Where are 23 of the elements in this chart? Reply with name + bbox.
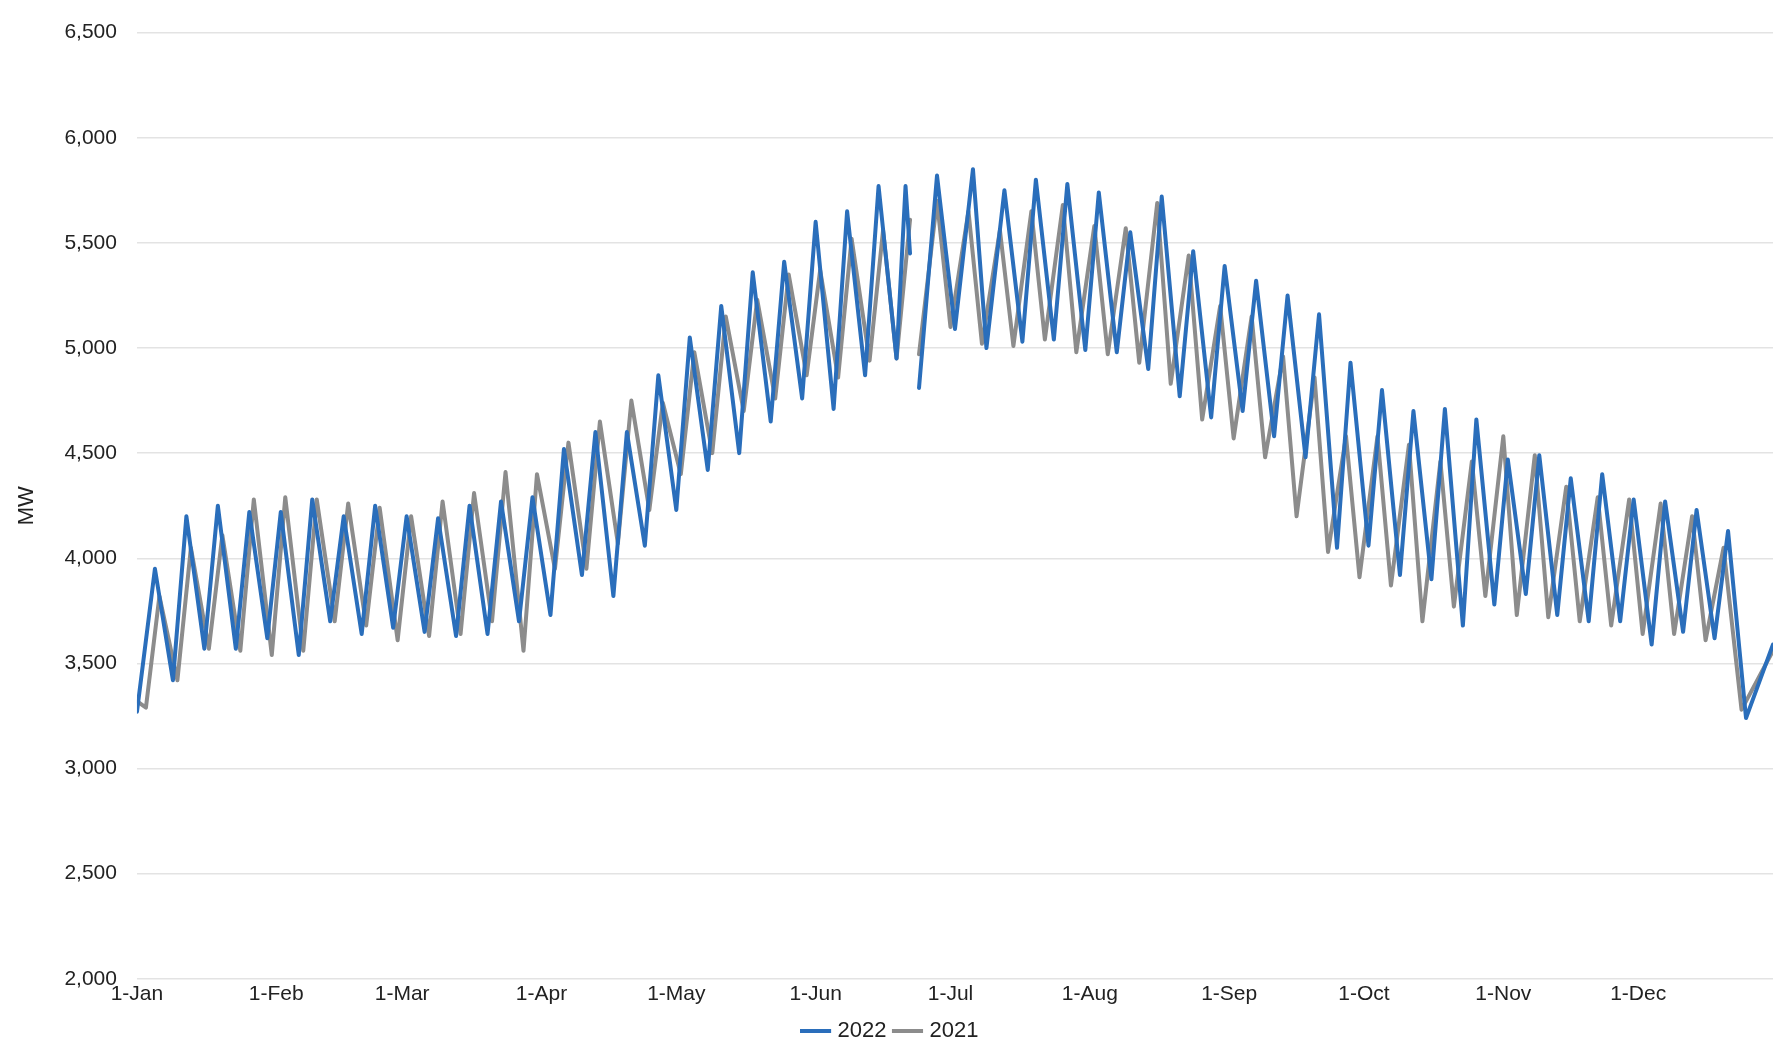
- y-tick-label: 5,000: [64, 334, 117, 358]
- y-tick-label: 3,000: [64, 755, 117, 779]
- x-tick-label: 1-Jul: [927, 981, 974, 1005]
- y-tick-label: 6,000: [64, 124, 117, 148]
- x-tick-label: 1-Apr: [515, 981, 568, 1005]
- y-tick-label: 2,500: [64, 860, 117, 884]
- x-tick-label: 1-May: [647, 981, 706, 1005]
- x-tick-label: 1-Feb: [248, 981, 304, 1005]
- legend-label: 2022: [837, 1017, 887, 1043]
- legend-label: 2021: [929, 1017, 979, 1043]
- y-tick-label: 5,500: [64, 229, 117, 253]
- x-tick-label: 1-Oct: [1338, 981, 1390, 1005]
- x-tick-label: 1-Nov: [1475, 981, 1532, 1005]
- x-tick-label: 1-Aug: [1061, 981, 1118, 1005]
- x-tick-label: 1-Mar: [374, 981, 430, 1005]
- y-tick-label: 4,000: [64, 545, 117, 569]
- y-tick-label: 3,500: [64, 650, 117, 674]
- y-tick-label: 6,500: [64, 19, 117, 43]
- y-tick-label: 4,500: [64, 439, 117, 463]
- x-tick-label: 1-Dec: [1610, 981, 1667, 1005]
- y-axis-title: MW: [13, 485, 39, 526]
- x-tick-label: 1-Sep: [1201, 981, 1258, 1005]
- x-tick-label: 1-Jun: [789, 981, 842, 1005]
